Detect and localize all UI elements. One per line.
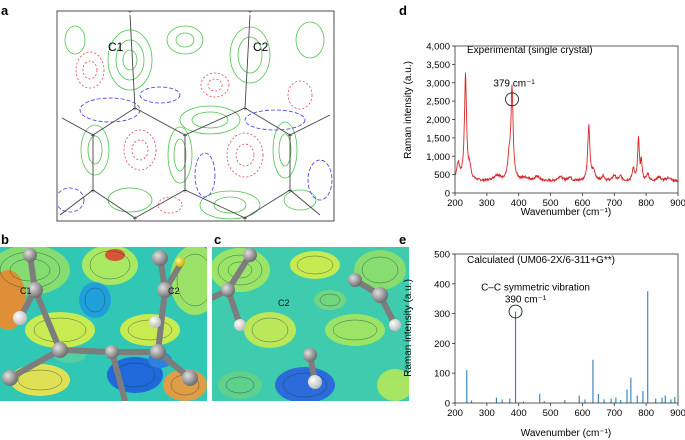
chart-d-ytick-label: 4,000 bbox=[426, 42, 450, 53]
chart-d-axes: 200 300 400 500 600 700 800 900 0 500 1,000 1,500 2,… bbox=[426, 42, 685, 210]
chart-e-ytick-label: 500 bbox=[434, 250, 450, 261]
chart-e-ytick-label: 400 bbox=[434, 279, 450, 290]
chart-d-annotation: 379 cm⁻¹ bbox=[493, 78, 535, 89]
chart-e-ylabel: Raman intensity (a.u.) bbox=[403, 279, 414, 377]
svg-text:+: + bbox=[248, 7, 253, 16]
chart-d-xtick-label: 400 bbox=[511, 198, 527, 209]
panel-b-map bbox=[0, 247, 207, 401]
chart-d-xtick-label: 200 bbox=[447, 198, 463, 209]
chart-e-ytick-label: 200 bbox=[434, 339, 450, 350]
panel-a-atom-c1: C1 bbox=[108, 40, 124, 54]
chart-e-xlabel: Wavenumber (cm⁻¹) bbox=[521, 428, 611, 439]
svg-text:+: + bbox=[91, 131, 96, 140]
chart-e-plot bbox=[466, 291, 676, 403]
chart-d-plot bbox=[454, 72, 679, 183]
chart-e-xtick-label: 200 bbox=[447, 408, 463, 419]
chart-e-xtick-label: 300 bbox=[479, 408, 495, 419]
chart-e-axes: 200 300 400 500 600 700 800 900 0 100 200 300 400 500 bbox=[434, 250, 685, 420]
svg-text:+: + bbox=[288, 186, 293, 195]
chart-d-ytick-label: 3,000 bbox=[426, 78, 450, 89]
panel-e-label: e bbox=[399, 232, 406, 247]
chart-d-ytick-label: 0 bbox=[445, 189, 450, 200]
chart-d-ytick-label: 1,500 bbox=[426, 133, 450, 144]
panel-b: b bbox=[0, 232, 207, 401]
panel-c-atom-c2: C2 bbox=[278, 298, 290, 308]
panel-a-frame bbox=[56, 10, 335, 222]
panel-e: e Calculated (UM06-2X/6-311+G**) 200 300 4… bbox=[399, 232, 685, 439]
chart-e-ytick-label: 0 bbox=[445, 399, 450, 410]
chart-e-xtick-label: 700 bbox=[606, 408, 622, 419]
chart-e-xtick-label: 800 bbox=[638, 408, 654, 419]
chart-e-title: Calculated (UM06-2X/6-311+G**) bbox=[467, 255, 615, 266]
chart-d-xtick-label: 700 bbox=[606, 198, 622, 209]
svg-text:+: + bbox=[183, 131, 188, 140]
panel-b-label: b bbox=[1, 232, 9, 247]
chart-d-series-experimental bbox=[454, 72, 679, 183]
panel-d-label: d bbox=[399, 3, 407, 18]
chart-d-xtick-label: 800 bbox=[638, 198, 654, 209]
chart-e-frame bbox=[454, 253, 679, 404]
svg-text:+: + bbox=[133, 104, 138, 113]
chart-e-xtick-label: 400 bbox=[511, 408, 527, 419]
panel-a-label: a bbox=[1, 3, 9, 18]
chart-d-xlabel: Wavenumber (cm⁻¹) bbox=[521, 207, 611, 218]
chart-d-ytick-label: 1,000 bbox=[426, 152, 450, 163]
chart-d-xtick-label: 900 bbox=[670, 198, 685, 209]
chart-e-annotation-circle bbox=[508, 304, 523, 319]
chart-d-ytick-label: 3,500 bbox=[426, 60, 450, 71]
svg-text:+: + bbox=[243, 214, 248, 223]
svg-text:+: + bbox=[243, 104, 248, 113]
chart-e-xtick-label: 900 bbox=[670, 408, 685, 419]
chart-d-ytick-label: 500 bbox=[434, 170, 450, 181]
chart-e-xtick-label: 500 bbox=[543, 408, 559, 419]
chart-d-xtick-label: 500 bbox=[543, 198, 559, 209]
panel-c-label: c bbox=[214, 232, 221, 247]
chart-d-ylabel: Raman intensity (a.u.) bbox=[403, 61, 414, 159]
panel-a: a bbox=[1, 3, 335, 223]
chart-e-annotation-value: 390 cm⁻¹ bbox=[505, 295, 547, 306]
chart-d-xtick-label: 600 bbox=[574, 198, 590, 209]
panel-a-atom-c2: C2 bbox=[253, 40, 269, 54]
svg-text:+: + bbox=[288, 131, 293, 140]
chart-e-ytick-label: 300 bbox=[434, 309, 450, 320]
svg-text:+: + bbox=[91, 186, 96, 195]
chart-e-annotation: C–C symmetric vibration bbox=[481, 283, 590, 294]
panel-d: d Experimental (single crystal) 200 300 40… bbox=[399, 3, 685, 218]
svg-text:+: + bbox=[133, 214, 138, 223]
panel-a-contours: + + + + + + + + + + + + bbox=[57, 7, 333, 223]
panel-b-atom-c2: C2 bbox=[168, 286, 180, 296]
chart-d-xtick-label: 300 bbox=[479, 198, 495, 209]
panel-b-atom-c1: C1 bbox=[20, 286, 32, 296]
svg-text:+: + bbox=[183, 186, 188, 195]
chart-d-title: Experimental (single crystal) bbox=[467, 45, 593, 56]
chart-d-frame bbox=[454, 45, 679, 194]
chart-d-annotation-circle bbox=[505, 92, 519, 107]
panel-c-map bbox=[212, 247, 409, 401]
chart-d-ytick-label: 2,000 bbox=[426, 115, 450, 126]
chart-e-xtick-label: 600 bbox=[574, 408, 590, 419]
chart-d-ytick-label: 2,500 bbox=[426, 97, 450, 108]
panel-c: c bbox=[212, 232, 409, 401]
chart-e-ytick-label: 100 bbox=[434, 369, 450, 380]
svg-text:+: + bbox=[128, 7, 133, 16]
